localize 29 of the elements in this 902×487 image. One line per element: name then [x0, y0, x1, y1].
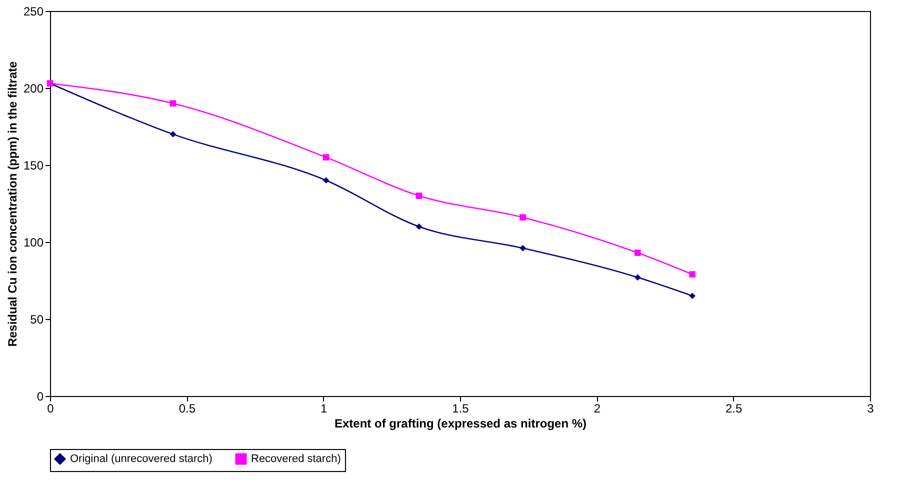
y-tick-label: 50 [30, 312, 44, 326]
point [170, 100, 176, 107]
x-tick-label: 2.5 [725, 402, 742, 416]
point [416, 223, 422, 230]
y-tick-label: 150 [23, 158, 44, 172]
point [520, 245, 526, 252]
point [689, 292, 696, 300]
point [416, 192, 422, 199]
x-tick-label: 2 [594, 402, 601, 416]
point [634, 274, 641, 281]
point [322, 177, 330, 184]
legend-label: Recovered starch) [251, 453, 341, 465]
x-tick-label: 1.5 [452, 402, 470, 416]
legend-label: Original (unrecovered starch) [70, 453, 212, 465]
x-axis-title: Extent of grafting (expressed as nitrogen %) [334, 416, 587, 430]
y-tick-label: 0 [36, 390, 44, 404]
x-tick-label: 3 [867, 402, 874, 416]
y-tick-label: 250 [23, 4, 44, 18]
x-tick-label: 0.5 [178, 402, 196, 416]
point [634, 250, 641, 256]
y-tick-label: 200 [23, 82, 44, 96]
y-axis-title: Residual Cu ion concentration (ppm) in the filtrate [5, 61, 20, 347]
x-tick-label: 0 [47, 402, 54, 416]
point [170, 131, 176, 138]
x-tick-label: 1 [320, 402, 328, 416]
point [689, 271, 696, 278]
point [520, 214, 526, 221]
point [322, 154, 330, 160]
y-tick-label: 100 [23, 236, 44, 250]
